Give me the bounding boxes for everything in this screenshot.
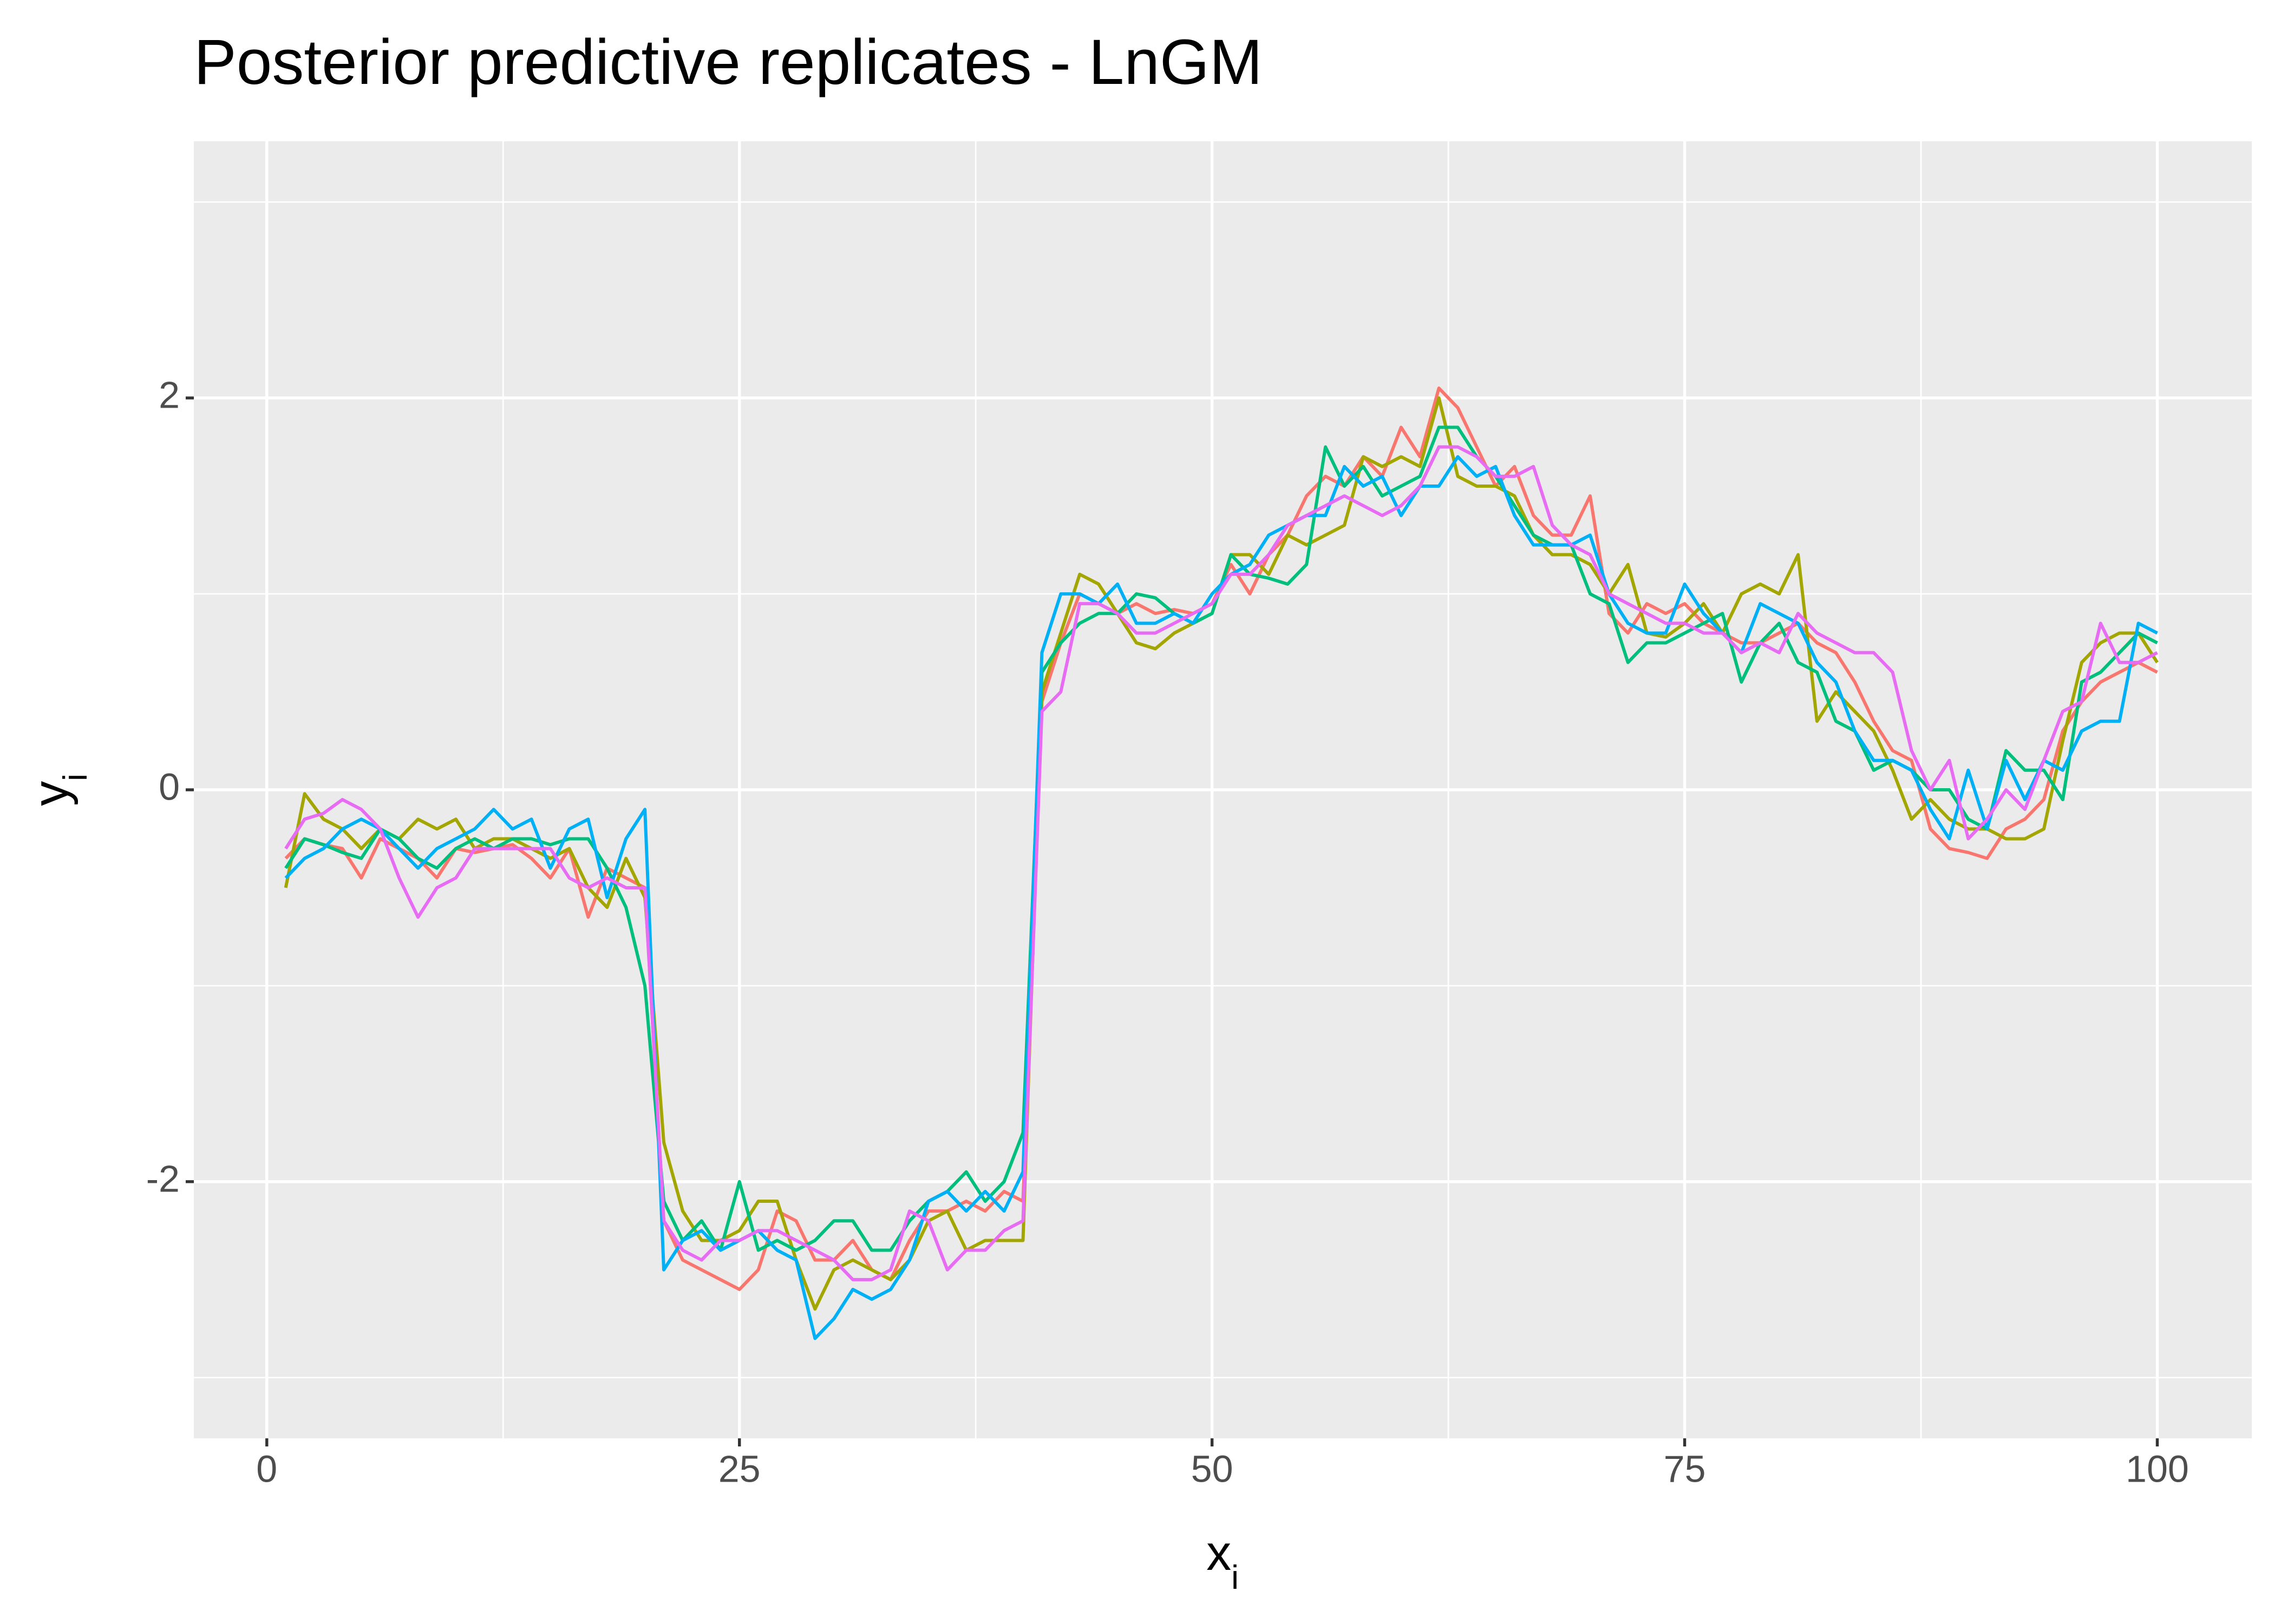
y-tick-label: 2 — [159, 374, 180, 416]
x-axis-title-text: x — [1206, 1525, 1231, 1581]
x-tick-label: 75 — [1664, 1448, 1706, 1490]
series-line — [284, 455, 2158, 1340]
y-tick-label: 0 — [159, 765, 180, 808]
chart-title: Posterior predictive replicates - LnGM — [194, 27, 1263, 98]
series-line — [284, 445, 2158, 1281]
x-axis-title-subscript: i — [1231, 1559, 1239, 1596]
x-tick-label: 0 — [256, 1448, 277, 1490]
x-axis-title: xi — [1206, 1525, 1239, 1596]
y-tick-label: -2 — [146, 1157, 180, 1200]
x-tick-label: 100 — [2126, 1448, 2189, 1490]
y-axis-title: yi — [23, 774, 94, 806]
x-tick-label: 25 — [718, 1448, 761, 1490]
x-tick-label: 50 — [1191, 1448, 1233, 1490]
y-axis-title-subscript: i — [57, 774, 94, 781]
y-axis-title-text: y — [23, 781, 79, 806]
